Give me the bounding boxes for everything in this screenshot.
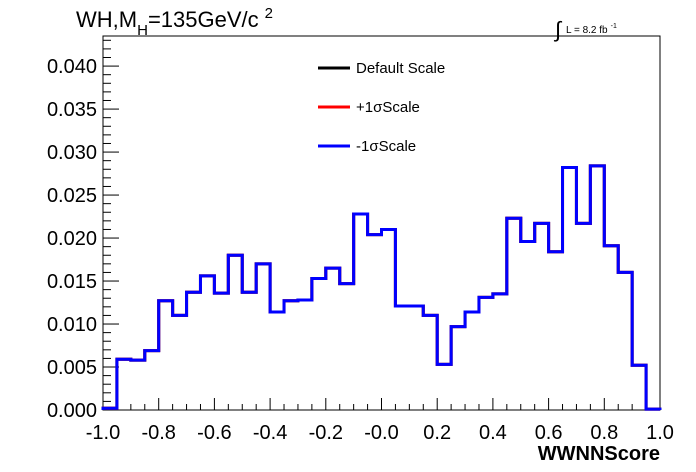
y-tick-label: 0.000 (47, 400, 97, 422)
y-tick-label: 0.005 (47, 357, 97, 379)
legend-label-minus: -1σScale (356, 138, 416, 155)
legend-label-plus: +1σScale (356, 99, 420, 116)
y-tick-label: 0.035 (47, 99, 97, 121)
y-axis-ticks (103, 39, 119, 411)
series-line-minus-sigma (101, 164, 662, 411)
title-suffix: =135GeV/c (148, 7, 259, 32)
x-tick-label: -0.6 (197, 422, 231, 444)
luminosity-text: L = 8.2 fb -1 (566, 23, 617, 36)
legend: Default Scale +1σScale -1σScale (318, 60, 445, 155)
histogram-series (101, 164, 662, 411)
luminosity-value: L = 8.2 fb (566, 25, 608, 36)
x-tick-label: 0.6 (535, 422, 563, 444)
x-tick-label: -0.2 (309, 422, 343, 444)
luminosity-superscript: -1 (611, 23, 617, 30)
x-axis-label: WWNNScore (538, 443, 660, 465)
y-tick-label: 0.030 (47, 142, 97, 164)
y-tick-label: 0.020 (47, 228, 97, 250)
x-tick-label: 0.8 (590, 422, 618, 444)
x-tick-label: 1.0 (646, 422, 674, 444)
x-tick-label: 0.4 (479, 422, 507, 444)
chart-title: WH,MH=135GeV/c 2 (76, 5, 273, 39)
x-axis-tick-labels: -1.0 -0.8 -0.6 -0.4 -0.2 -0.0 0.2 0.4 0.6 0.8 1.0 (86, 422, 674, 444)
luminosity-label: ∫ L = 8.2 fb -1 (553, 17, 617, 42)
title-superscript: 2 (265, 5, 273, 22)
x-tick-label: 0.2 (423, 422, 451, 444)
y-tick-label: 0.025 (47, 185, 97, 207)
x-tick-label: -0.8 (141, 422, 175, 444)
x-tick-label: -0.4 (253, 422, 287, 444)
title-prefix: WH,M (76, 7, 137, 32)
x-axis-ticks (102, 398, 661, 410)
y-tick-label: 0.015 (47, 271, 97, 293)
integral-symbol: ∫ (553, 17, 563, 42)
legend-label-default: Default Scale (356, 60, 445, 77)
y-tick-label: 0.010 (47, 314, 97, 336)
x-tick-label: -0.0 (364, 422, 398, 444)
title-subscript: H (137, 22, 148, 39)
x-tick-label: -1.0 (86, 422, 120, 444)
y-axis-tick-labels: 0.000 0.005 0.010 0.015 0.020 0.025 0.030 0.035… (47, 56, 97, 422)
y-tick-label: 0.040 (47, 56, 97, 78)
